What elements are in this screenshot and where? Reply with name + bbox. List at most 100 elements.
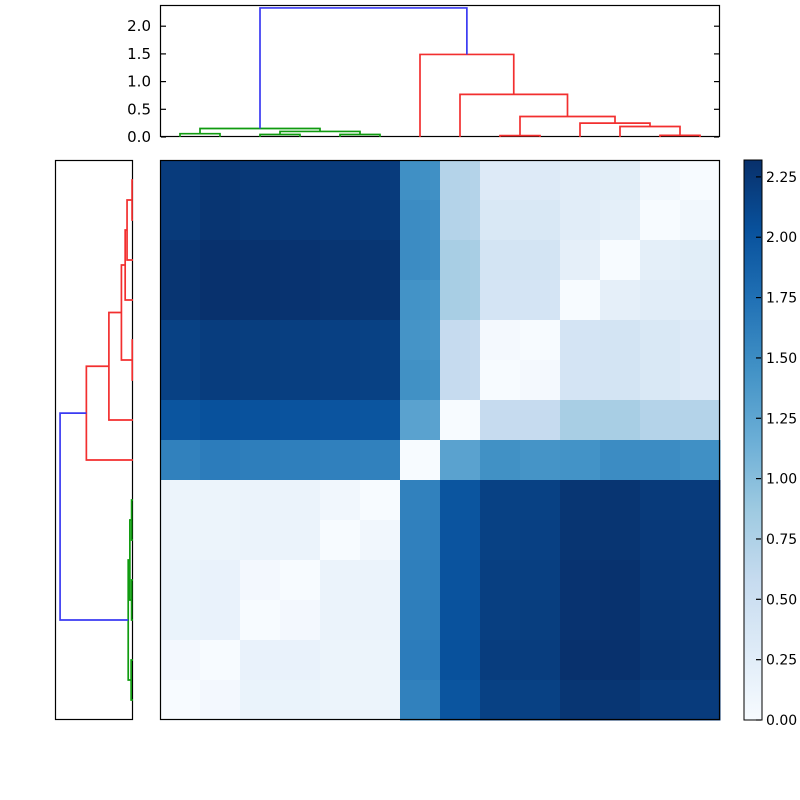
heatmap-cell [200, 560, 241, 601]
heatmap-cell [640, 320, 681, 361]
heatmap-cell [280, 480, 321, 521]
heatmap-cell [360, 200, 401, 241]
heatmap-cell [320, 680, 361, 721]
heatmap-cell [400, 240, 441, 281]
heatmap-cell [680, 280, 721, 321]
top-axis-tick-label: 0.0 [127, 128, 151, 146]
top-dendrogram-axes [159, 4, 721, 138]
heatmap-cell [320, 560, 361, 601]
top-dendrogram: 0.0 0.5 1.0 1.5 2.0 [127, 4, 721, 146]
heatmap-cell [640, 200, 681, 241]
heatmap-cell [680, 680, 721, 721]
heatmap-cell [520, 200, 561, 241]
heatmap-cell [560, 240, 601, 281]
colorbar-tick-label: 0.25 [766, 653, 797, 669]
heatmap-cell [280, 520, 321, 561]
heatmap-cell [640, 360, 681, 401]
heatmap-cell [480, 400, 521, 441]
heatmap-cell [360, 240, 401, 281]
heatmap-cell [240, 520, 281, 561]
colorbar-tick-label: 0.00 [766, 713, 797, 729]
heatmap-cell [160, 360, 201, 401]
heatmap-cell [560, 440, 601, 481]
heatmap-cell [280, 360, 321, 401]
heatmap-cell [320, 440, 361, 481]
heatmap-cell [360, 160, 401, 201]
left-dendrogram [54, 159, 134, 721]
heatmap-cell [480, 520, 521, 561]
heatmap-cell [640, 240, 681, 281]
heatmap-cell [680, 240, 721, 281]
heatmap-cell [680, 200, 721, 241]
heatmap-cell [400, 560, 441, 601]
heatmap-cell [160, 320, 201, 361]
heatmap-cell [200, 680, 241, 721]
heatmap-cell [320, 400, 361, 441]
heatmap-cell [280, 280, 321, 321]
heatmap-cell [520, 600, 561, 641]
heatmap-cell [320, 320, 361, 361]
heatmap-cell [280, 440, 321, 481]
heatmap-cell [240, 440, 281, 481]
heatmap-cell [680, 320, 721, 361]
heatmap-cell [520, 680, 561, 721]
heatmap-cell [360, 320, 401, 361]
heatmap-cell [320, 240, 361, 281]
heatmap-cell [440, 560, 481, 601]
heatmap-cell [640, 560, 681, 601]
heatmap-cell [600, 280, 641, 321]
heatmap-cell [160, 240, 201, 281]
heatmap-cell [440, 440, 481, 481]
heatmap-cell [280, 560, 321, 601]
heatmap-border [159, 159, 721, 721]
heatmap-cell [440, 360, 481, 401]
heatmap-cell [440, 680, 481, 721]
heatmap-cell [240, 360, 281, 401]
heatmap-cell [640, 400, 681, 441]
heatmap-cell [680, 360, 721, 401]
heatmap-cell [360, 280, 401, 321]
heatmap-cell [200, 400, 241, 441]
heatmap-cell [640, 680, 681, 721]
heatmap-cell [640, 520, 681, 561]
colorbar-tick-label: 2.00 [766, 230, 797, 246]
heatmap-cell [400, 440, 441, 481]
heatmap-cell [400, 360, 441, 401]
heatmap-cell [480, 320, 521, 361]
heatmap-cell [160, 480, 201, 521]
heatmap-cell [520, 360, 561, 401]
heatmap-cell [680, 480, 721, 521]
heatmap-cell [200, 640, 241, 681]
heatmap-cell [560, 200, 601, 241]
heatmap-cell [360, 560, 401, 601]
heatmap-cell [600, 400, 641, 441]
heatmap-cell [480, 360, 521, 401]
heatmap-cell [520, 240, 561, 281]
heatmap-cell [200, 320, 241, 361]
heatmap-cell [560, 280, 601, 321]
heatmap-cell [160, 280, 201, 321]
heatmap-cell [240, 240, 281, 281]
heatmap-cell [320, 280, 361, 321]
colorbar-tick-label: 0.75 [766, 532, 797, 548]
heatmap-cell [160, 200, 201, 241]
heatmap-cell [680, 640, 721, 681]
heatmap-cell [640, 440, 681, 481]
heatmap-cell [400, 520, 441, 561]
heatmap-cell [280, 600, 321, 641]
heatmap-cell [560, 360, 601, 401]
heatmap-cell [320, 520, 361, 561]
heatmap-cell [520, 160, 561, 201]
heatmap-cell [480, 480, 521, 521]
heatmap-cell [200, 240, 241, 281]
colorbar-tick-label: 1.75 [766, 291, 797, 307]
heatmap-cell [400, 680, 441, 721]
heatmap-cell [240, 320, 281, 361]
heatmap-cell [520, 280, 561, 321]
heatmap-cell [440, 640, 481, 681]
heatmap-cell [240, 560, 281, 601]
heatmap-cell [280, 400, 321, 441]
heatmap-cell [280, 680, 321, 721]
heatmap-cell [480, 680, 521, 721]
heatmap-cell [240, 680, 281, 721]
